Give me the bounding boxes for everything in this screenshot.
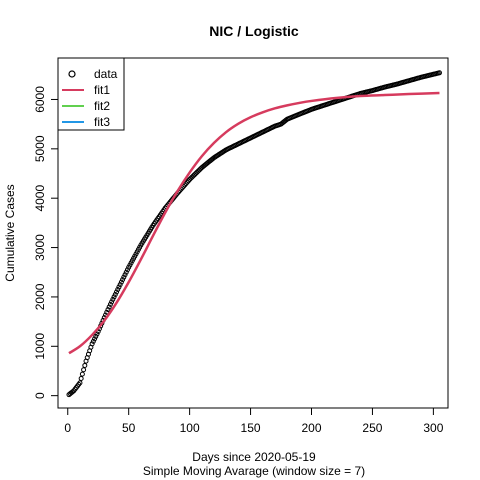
y-tick-label: 5000 [33, 135, 47, 162]
legend-label-fit1: fit1 [94, 83, 110, 97]
y-tick-label: 3000 [33, 234, 47, 261]
x-tick-label: 50 [122, 421, 136, 435]
legend: data fit1 fit2 fit3 [58, 58, 124, 130]
x-tick-label: 150 [241, 421, 261, 435]
y-tick-label: 1000 [33, 333, 47, 360]
y-axis: 0 1000 2000 3000 4000 5000 6000 [33, 86, 58, 399]
chart-title: NIC / Logistic [209, 23, 299, 39]
y-tick-label: 4000 [33, 185, 47, 212]
x-tick-label: 0 [64, 421, 71, 435]
chart-subtitle: Simple Moving Avarage (window size = 7) [143, 464, 365, 478]
series-line-fit1 [69, 93, 440, 353]
legend-label-data: data [94, 67, 118, 81]
data-point [79, 376, 83, 380]
x-tick-label: 200 [301, 421, 321, 435]
y-tick-label: 2000 [33, 283, 47, 310]
x-axis-label: Days since 2020-05-19 [192, 450, 316, 464]
x-tick-label: 100 [180, 421, 200, 435]
x-axis: 0 50 100 150 200 250 300 [64, 408, 443, 435]
y-axis-label: Cumulative Cases [3, 184, 17, 281]
x-tick-label: 250 [362, 421, 382, 435]
legend-label-fit3: fit3 [94, 115, 110, 129]
y-tick-label: 0 [33, 392, 47, 399]
y-tick-label: 6000 [33, 86, 47, 113]
data-point [83, 363, 87, 367]
legend-label-fit2: fit2 [94, 99, 110, 113]
data-point [82, 368, 86, 372]
x-tick-label: 300 [423, 421, 443, 435]
data-point [80, 372, 84, 376]
